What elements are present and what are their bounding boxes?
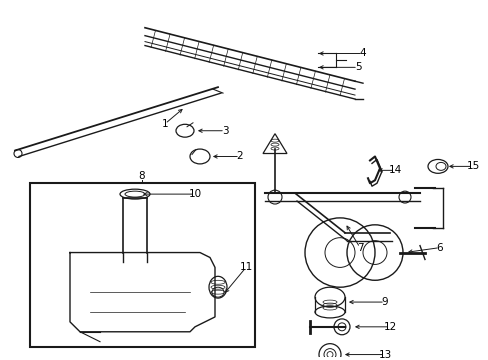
- Text: 9: 9: [381, 297, 387, 307]
- Text: 13: 13: [378, 350, 391, 360]
- Text: 3: 3: [221, 126, 228, 136]
- Text: 12: 12: [383, 322, 396, 332]
- Text: 8: 8: [139, 171, 145, 181]
- Text: 5: 5: [354, 62, 361, 72]
- Text: 10: 10: [188, 189, 201, 199]
- Text: 1: 1: [162, 119, 168, 129]
- Text: 14: 14: [387, 165, 401, 175]
- Text: 15: 15: [466, 161, 479, 171]
- Text: 7: 7: [356, 243, 363, 253]
- Text: 4: 4: [359, 49, 366, 58]
- Text: 11: 11: [239, 262, 252, 273]
- Bar: [30, 183, 254, 347]
- Text: 6: 6: [436, 243, 443, 253]
- Text: 2: 2: [236, 152, 243, 162]
